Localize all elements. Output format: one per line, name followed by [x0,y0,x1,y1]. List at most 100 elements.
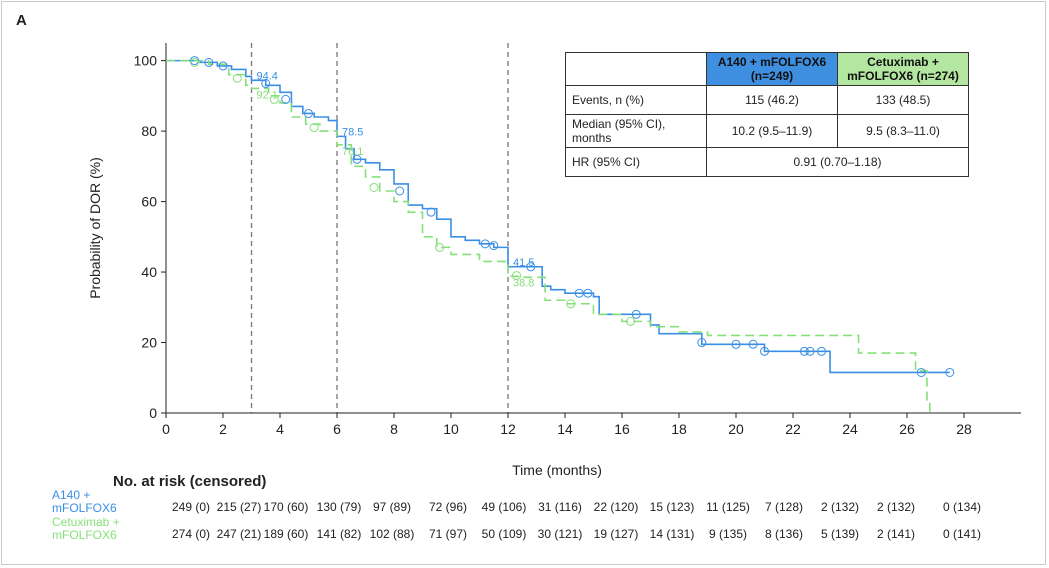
median-annotation: 76.1 [342,146,363,158]
risk-cell: 22 (120) [593,500,639,514]
censor-mark [204,57,214,67]
y-tick-label: 80 [141,123,157,139]
risk-cell: 141 (82) [316,527,362,541]
risk-table-title: No. at risk (censored) [113,473,267,490]
risk-cell: 2 (132) [820,500,860,514]
risk-cell: 19 (127) [593,527,639,541]
x-tick-label: 20 [728,421,744,437]
risk-cell: 72 (96) [428,500,468,514]
table-header-a140: A140 + mFOLFOX6 (n=249) [706,52,838,86]
median-annotation: 38.8 [513,277,534,289]
x-tick-label: 18 [671,421,687,437]
risk-cell: 8 (136) [764,527,804,541]
y-tick-label: 40 [141,264,157,280]
risk-cell: 30 (121) [537,527,583,541]
censor-mark [697,338,707,348]
x-tick-label: 24 [842,421,858,437]
censor-mark [512,271,522,281]
censor-mark [218,61,228,71]
x-tick-label: 6 [333,421,341,437]
annotations: 94.4 92.1 78.5 76.1 41.5 38.8 [257,70,535,289]
x-tick-label: 26 [899,421,915,437]
risk-cell: 0 (134) [942,500,982,514]
median-annotation: 41.5 [513,257,534,269]
risk-cell: 5 (139) [820,527,860,541]
censor-mark [916,367,926,377]
reference-lines [250,43,509,413]
y-tick-label: 20 [141,335,157,351]
table-row-label: Events, n (%) [565,85,707,115]
risk-cell: 215 (27) [216,500,262,514]
panel-label: A [16,12,27,29]
table-row: Median (95% CI), months 10.2 (9.5–11.9) 9… [565,114,969,148]
x-tick-label: 28 [956,421,972,437]
risk-cell: 31 (116) [538,500,582,514]
censor-mark [805,346,815,356]
series-line-cetuximab [166,59,931,413]
table-cell: 115 (46.2) [706,85,838,115]
censor-mark [480,239,490,249]
risk-cell: 9 (135) [708,527,748,541]
risk-row-label: A140 + mFOLFOX6 [52,488,117,515]
series-line-a140 [166,59,950,374]
risk-cell: 11 (125) [706,500,750,514]
table-corner-cell [565,52,707,86]
x-tick-label: 0 [162,421,170,437]
risk-cell: 2 (132) [876,500,916,514]
risk-cell: 15 (123) [649,500,695,514]
censor-mark [269,94,279,104]
x-tick-label: 22 [785,421,801,437]
median-annotation: 92.1 [257,89,278,101]
x-tick-label: 2 [219,421,227,437]
censor-mark [395,186,405,196]
series-lines [166,59,950,413]
risk-cell: 130 (79) [316,500,362,514]
risk-cell: 7 (128) [764,500,804,514]
risk-cell: 189 (60) [263,527,309,541]
table-row: Events, n (%) 115 (46.2) 133 (48.5) [565,85,969,115]
table-header-cetuximab: Cetuximab + mFOLFOX6 (n=274) [837,52,969,86]
censor-mark [526,262,536,272]
censor-mark [731,339,741,349]
table-header-row: A140 + mFOLFOX6 (n=249) Cetuximab + mFOLFO… [565,52,969,86]
table-cell-combined: 0.91 (0.70–1.18) [706,147,969,177]
x-tick-label: 10 [443,421,459,437]
risk-cell: 249 (0) [171,500,211,514]
y-tick-label: 0 [149,405,157,421]
y-axis-title: Probability of DOR (%) [87,157,103,299]
risk-cell: 274 (0) [171,527,211,541]
censor-mark [631,309,641,319]
censor-mark [799,346,809,356]
risk-cell: 14 (131) [649,527,695,541]
censor-mark [945,367,955,377]
x-tick-label: 14 [557,421,573,437]
risk-cell: 247 (21) [216,527,262,541]
censor-mark [489,241,499,251]
censor-mark [426,207,436,217]
x-axis-title: Time (months) [512,462,602,478]
risk-cell: 97 (89) [372,500,412,514]
risk-cell: 0 (141) [942,527,982,541]
table-cell: 133 (48.5) [837,85,969,115]
censor-mark [232,73,242,83]
censor-mark [626,316,636,326]
median-annotation: 78.5 [342,126,363,138]
censor-mark [281,94,291,104]
table-row-label: HR (95% CI) [565,147,707,177]
censor-marks [190,56,955,377]
censor-mark [261,79,271,89]
x-tick-label: 4 [276,421,284,437]
risk-cell: 170 (60) [263,500,309,514]
x-tick-label: 8 [390,421,398,437]
table-row-label: Median (95% CI), months [565,114,707,148]
censor-mark [760,346,769,356]
risk-cell: 2 (141) [876,527,916,541]
censor-mark [583,288,593,298]
censor-mark [304,108,313,118]
median-annotation: 94.4 [257,70,278,82]
y-tick-label: 60 [141,194,157,210]
table-cell: 9.5 (8.3–11.0) [837,114,969,148]
censor-mark [574,288,584,298]
